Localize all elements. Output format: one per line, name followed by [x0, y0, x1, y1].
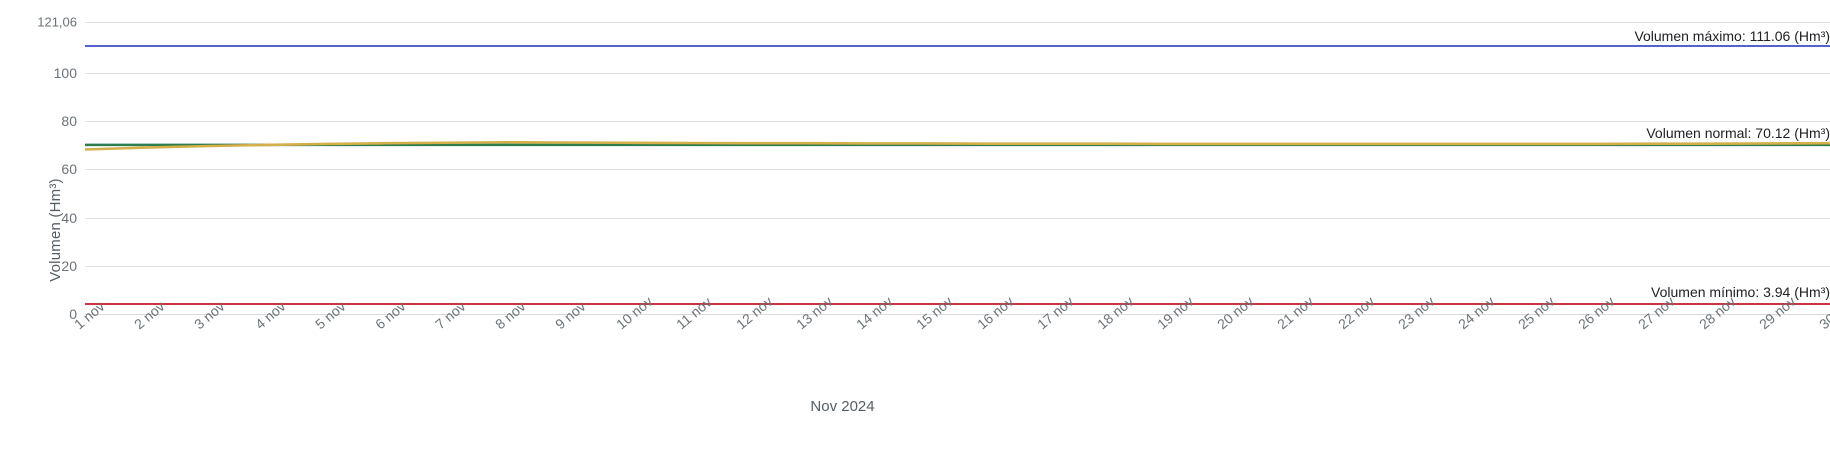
gridline — [85, 72, 1830, 74]
gridline — [85, 121, 1830, 123]
series-lines — [84, 140, 1830, 151]
y-tick-label: 121,06 — [37, 14, 77, 30]
annotation-min: Volumen mínimo: 3.94 (Hm³) — [1651, 284, 1830, 301]
y-tick-label: 40 — [61, 209, 77, 226]
annotation-normal: Volumen normal: 70.12 (Hm³) — [1646, 124, 1830, 141]
y-tick-label: 80 — [61, 113, 77, 130]
plot-area: 121,06 100 80 60 40 20 0 Volumen máximo: 111.0… — [37, 15, 1830, 322]
gridline — [85, 265, 1830, 267]
x-axis-line — [85, 314, 1830, 315]
y-tick-label: 60 — [61, 161, 77, 178]
series-path — [84, 140, 1830, 151]
gridline — [85, 217, 1830, 219]
annotation-max: Volumen máximo: 111.06 (Hm³) — [1634, 28, 1830, 45]
gridline — [85, 22, 1830, 23]
x-axis-title-label: Nov 2024 — [810, 398, 875, 415]
min-volume-reference-line — [85, 303, 1830, 306]
gridline — [85, 169, 1830, 171]
y-tick-label: 20 — [61, 257, 77, 274]
y-tick-label: 100 — [53, 64, 77, 81]
x-tick-label: 1 nov — [71, 297, 108, 333]
y-tick-label: 0 — [69, 306, 77, 322]
x-axis-title: Nov 2024 — [0, 398, 1830, 415]
max-volume-reference-line — [85, 45, 1830, 48]
